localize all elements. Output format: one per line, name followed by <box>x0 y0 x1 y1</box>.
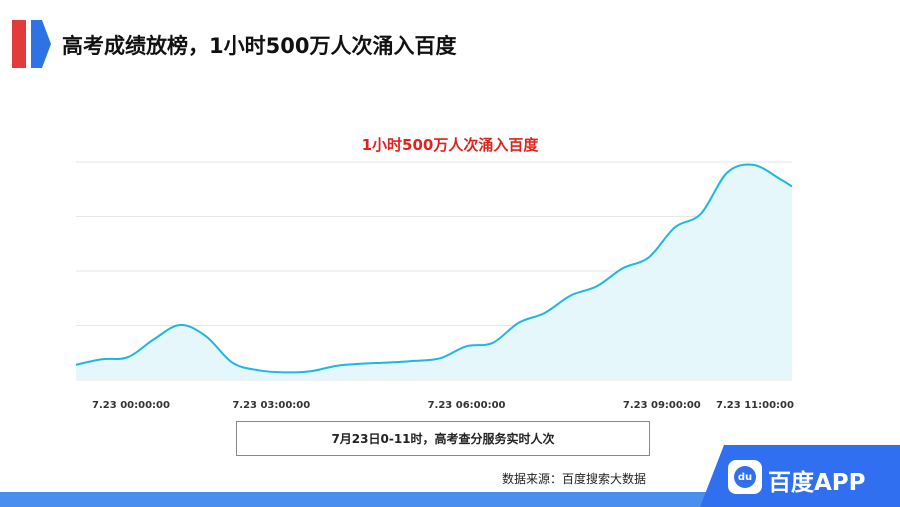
x-tick-label: 7.23 03:00:00 <box>232 400 310 411</box>
bottom-band <box>0 492 900 507</box>
x-tick-label: 7.23 09:00:00 <box>623 400 701 411</box>
baidu-paw-icon: du <box>728 460 762 494</box>
x-axis-ticks: 7.23 00:00:00 7.23 03:00:00 7.23 06:00:00 7… <box>92 400 794 411</box>
title-accent-red <box>12 20 26 68</box>
chart-caption: 7月23日0-11时，高考查分服务实时人次 <box>236 421 650 456</box>
title-accent-blue <box>31 20 51 68</box>
baidu-app-label: 百度APP <box>768 470 866 496</box>
series-line <box>75 163 793 374</box>
page-title: 高考成绩放榜，1小时500万人次涌入百度 <box>62 34 457 58</box>
x-tick-label: 7.23 06:00:00 <box>428 400 506 411</box>
x-tick-label: 7.23 11:00:00 <box>716 400 794 411</box>
x-tick-label: 7.23 00:00:00 <box>92 400 170 411</box>
chart-title: 1小时500万人次涌入百度 <box>361 136 539 154</box>
data-source: 数据来源：百度搜索大数据 <box>502 472 647 486</box>
series-area <box>76 164 792 380</box>
